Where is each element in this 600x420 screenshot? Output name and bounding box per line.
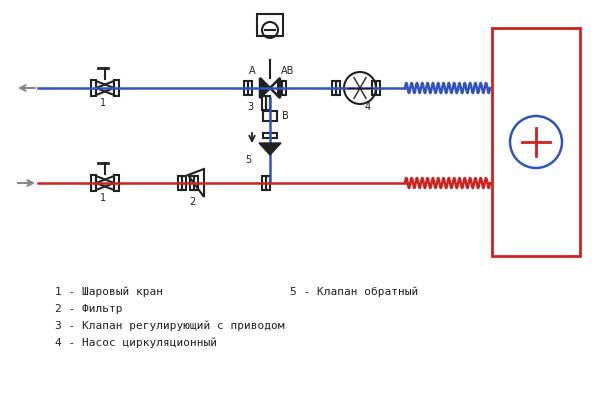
Bar — [263, 111, 277, 121]
Text: 4: 4 — [365, 102, 371, 112]
Text: 5 - Клапан обратный: 5 - Клапан обратный — [290, 287, 418, 297]
Bar — [266, 96, 270, 110]
Bar — [114, 175, 119, 191]
Bar — [376, 81, 380, 95]
Bar — [262, 176, 266, 190]
Bar — [263, 133, 277, 138]
Bar — [91, 80, 96, 96]
Bar — [336, 81, 340, 95]
Text: 2: 2 — [189, 197, 195, 207]
Bar — [244, 81, 248, 95]
Bar — [257, 14, 283, 36]
Bar — [190, 176, 194, 190]
Bar — [178, 176, 182, 190]
Bar — [372, 81, 376, 95]
Text: 1 - Шаровый кран: 1 - Шаровый кран — [55, 287, 163, 297]
Bar — [248, 81, 252, 95]
Bar — [332, 81, 336, 95]
Text: 3 - Клапан регулирующий с приводом: 3 - Клапан регулирующий с приводом — [55, 321, 284, 331]
Bar — [262, 96, 266, 110]
Text: 1: 1 — [100, 98, 106, 108]
Text: 5: 5 — [245, 155, 251, 165]
Text: A: A — [248, 66, 256, 76]
Polygon shape — [260, 78, 270, 98]
Text: 4 - Насос циркуляционный: 4 - Насос циркуляционный — [55, 338, 217, 348]
Text: 2 - Фильтр: 2 - Фильтр — [55, 304, 122, 314]
Polygon shape — [259, 143, 281, 155]
Bar — [114, 80, 119, 96]
Text: B: B — [282, 111, 289, 121]
Bar — [266, 176, 270, 190]
Bar — [182, 176, 186, 190]
Bar — [282, 81, 286, 95]
Bar — [278, 81, 282, 95]
Bar — [91, 175, 96, 191]
Bar — [492, 28, 580, 256]
Text: AB: AB — [281, 66, 295, 76]
Text: 3: 3 — [247, 102, 253, 112]
Text: 1: 1 — [100, 193, 106, 203]
Bar — [194, 176, 198, 190]
